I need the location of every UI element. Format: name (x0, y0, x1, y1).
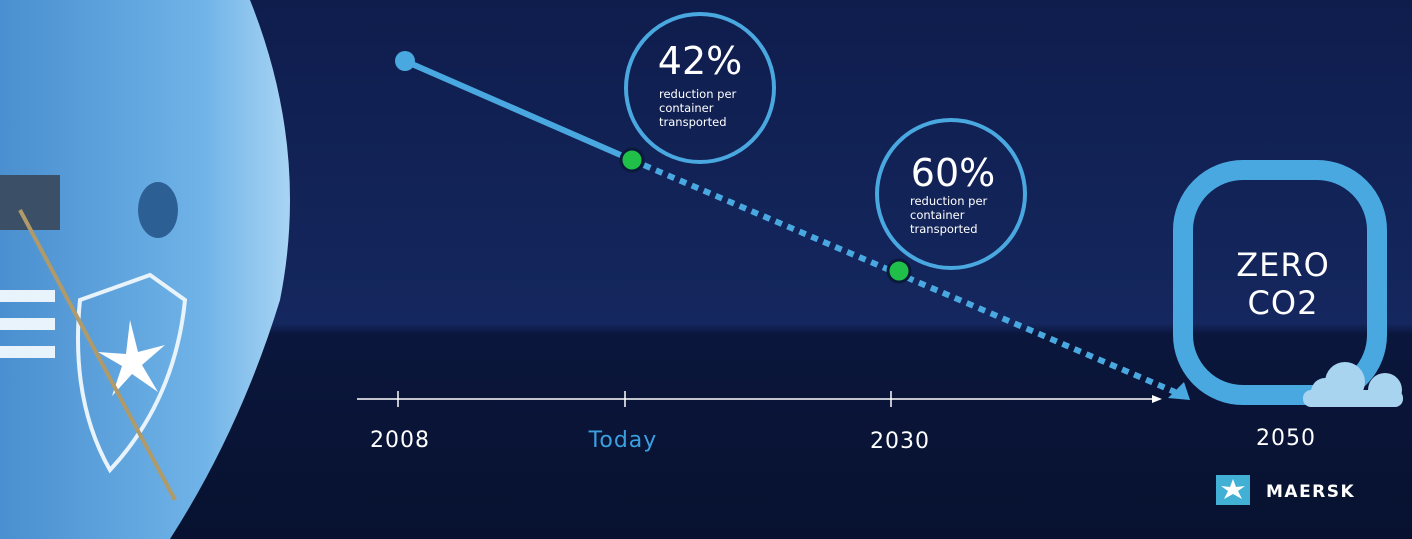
trend-solid (403, 58, 634, 163)
trend-arrow (1168, 382, 1190, 400)
milestone-caption: transported (659, 115, 727, 129)
ship-hull (0, 0, 290, 539)
milestone-caption: reduction per (910, 194, 988, 208)
milestone-caption: container (910, 208, 965, 222)
ship-stripes (0, 290, 55, 358)
timeline-label: 2050 (1256, 426, 1316, 451)
milestone-bubble (875, 118, 1027, 270)
ship-shield (76, 272, 188, 474)
ship-porthole (138, 182, 178, 238)
timeline-label: 2030 (870, 429, 930, 454)
milestone-dot (619, 147, 645, 173)
milestone-caption: container (659, 101, 714, 115)
timeline-label: Today (588, 428, 658, 453)
timeline-arrow (1152, 395, 1162, 403)
goal-text: ZERO (1236, 246, 1330, 284)
rope (18, 209, 177, 501)
milestone-bubble (624, 12, 776, 164)
milestone-value: 42% (658, 39, 742, 83)
ship-star (98, 320, 165, 396)
milestone-value: 60% (911, 151, 995, 195)
ship-anchor (0, 175, 60, 230)
timeline-label: 2008 (370, 428, 430, 453)
milestone-caption: reduction per (659, 87, 737, 101)
brand-name: MAERSK (1266, 482, 1355, 502)
milestone-caption: transported (910, 222, 978, 236)
brand-star (1221, 479, 1245, 499)
start-dot (395, 51, 415, 71)
milestone-dot (886, 258, 912, 284)
goal-text: CO2 (1248, 284, 1319, 322)
cloud (1303, 362, 1403, 407)
goal-ring (1173, 160, 1387, 405)
